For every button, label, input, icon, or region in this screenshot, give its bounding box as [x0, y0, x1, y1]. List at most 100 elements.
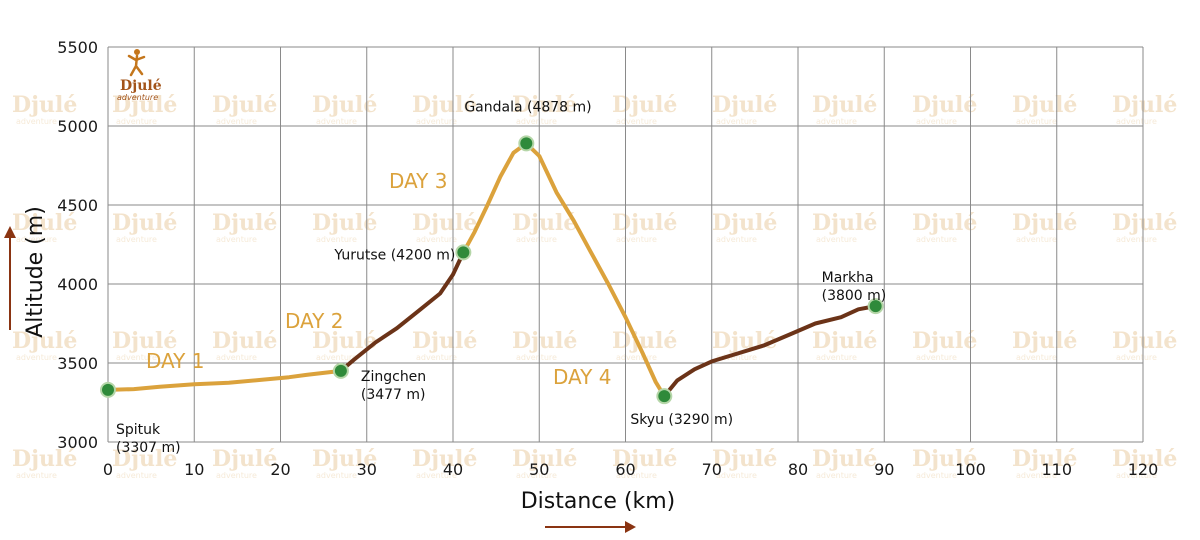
watermark-subtext: adventure — [816, 117, 857, 126]
x-axis-title: Distance (km) — [521, 489, 676, 514]
watermark-subtext: adventure — [1116, 471, 1157, 480]
watermark-text: Djulé — [12, 92, 77, 118]
person-silhouette-icon — [127, 49, 146, 77]
watermark-text: Djulé — [812, 328, 877, 354]
watermark-text: Djulé — [712, 210, 777, 236]
waypoint-label: Zingchen — [361, 369, 426, 385]
route-series — [106, 141, 878, 399]
watermark-text: Djulé — [612, 92, 677, 118]
waypoint-marker — [332, 362, 349, 379]
waypoint-marker — [455, 244, 472, 261]
watermark-subtext: adventure — [816, 471, 857, 480]
watermark-text: Djulé — [712, 446, 777, 472]
watermark-subtext: adventure — [1016, 117, 1057, 126]
watermark-text: Djulé — [712, 92, 777, 118]
watermark-text: Djulé — [112, 328, 177, 354]
watermark-text: Djulé — [812, 210, 877, 236]
waypoint-altitude-label: (3800 m) — [822, 288, 887, 304]
watermark-text: Djulé — [1012, 92, 1077, 118]
watermark-subtext: adventure — [1016, 471, 1057, 480]
watermark-subtext: adventure — [816, 235, 857, 244]
watermark-text: Djulé — [512, 92, 577, 118]
x-tick-label: 80 — [788, 460, 808, 479]
x-tick-label: 20 — [270, 460, 290, 479]
watermark-text: Djulé — [312, 446, 377, 472]
watermark-subtext: adventure — [116, 235, 157, 244]
watermark-subtext: adventure — [416, 117, 457, 126]
watermark-subtext: adventure — [16, 471, 57, 480]
watermark-subtext: adventure — [1116, 117, 1157, 126]
watermark-subtext: adventure — [516, 117, 557, 126]
watermark-subtext: adventure — [316, 117, 357, 126]
waypoint-label: Yurutse (4200 m) — [333, 247, 455, 263]
watermark-subtext: adventure — [916, 235, 957, 244]
waypoints: Spituk (3307 m) Zingchen (3477 m) Yurutse (4… — [100, 99, 887, 456]
watermark-text: Djulé — [312, 210, 377, 236]
y-tick-label: 3500 — [57, 354, 98, 373]
x-tick-label: 50 — [529, 460, 549, 479]
day-label-1: DAY 1 — [146, 349, 204, 373]
watermark-subtext: adventure — [1016, 235, 1057, 244]
x-tick-label: 90 — [874, 460, 894, 479]
brand-logo: Djulé adventure — [117, 49, 162, 102]
watermark-subtext: adventure — [716, 471, 757, 480]
y-tick-label: 5000 — [57, 117, 98, 136]
y-tick-label: 5500 — [57, 38, 98, 57]
watermark-text: Djulé — [412, 328, 477, 354]
watermark-subtext: adventure — [716, 235, 757, 244]
series-line-day-1 — [106, 368, 343, 392]
logo-name: Djulé — [120, 78, 162, 94]
watermark-subtext: adventure — [216, 235, 257, 244]
watermark-text: Djulé — [412, 446, 477, 472]
watermark-subtext: adventure — [116, 117, 157, 126]
watermark-subtext: adventure — [716, 353, 757, 362]
waypoint-label: Gandala (4878 m) — [464, 99, 591, 115]
watermark-text: Djulé — [12, 328, 77, 354]
watermark-text: Djulé — [1112, 446, 1177, 472]
logo-tagline: adventure — [117, 93, 158, 102]
watermark-text: Djulé — [912, 210, 977, 236]
watermark-subtext: adventure — [616, 471, 657, 480]
watermark-text: Djulé — [212, 328, 277, 354]
watermark-subtext: adventure — [16, 353, 57, 362]
waypoint-altitude-label: (3477 m) — [361, 387, 426, 403]
watermark-subtext: adventure — [616, 117, 657, 126]
watermark-subtext: adventure — [816, 353, 857, 362]
watermark-text: Djulé — [1112, 328, 1177, 354]
watermark-subtext: adventure — [616, 353, 657, 362]
day-label-2: DAY 2 — [285, 309, 343, 333]
x-tick-label: 100 — [955, 460, 986, 479]
watermark-text: Djulé — [1112, 210, 1177, 236]
watermark-text: Djulé — [112, 92, 177, 118]
watermark-text: Djulé — [412, 210, 477, 236]
watermark-text: Djulé — [812, 92, 877, 118]
watermark-text: Djulé — [112, 446, 177, 472]
watermark-text: Djulé — [12, 446, 77, 472]
watermark-text: Djulé — [512, 446, 577, 472]
watermark-text: Djulé — [212, 210, 277, 236]
watermark-text: Djulé — [912, 328, 977, 354]
y-tick-label: 4000 — [57, 275, 98, 294]
series-line-day-2 — [338, 250, 466, 373]
x-axis-ticks: 0 10 20 30 40 50 60 70 80 90 100 110 120 — [103, 460, 1158, 479]
watermark-text: Djulé — [1012, 328, 1077, 354]
watermark-text: Djulé — [612, 210, 677, 236]
watermark-subtext: adventure — [316, 471, 357, 480]
y-tick-label: 4500 — [57, 196, 98, 215]
x-tick-label: 40 — [443, 460, 463, 479]
watermark-subtext: adventure — [116, 353, 157, 362]
waypoint-label: Spituk — [116, 422, 161, 438]
watermark-subtext: adventure — [416, 235, 457, 244]
watermark-subtext: adventure — [716, 117, 757, 126]
watermark-subtext: adventure — [916, 353, 957, 362]
watermark-text: Djulé — [1112, 92, 1177, 118]
waypoint-altitude-label: (3307 m) — [116, 440, 181, 456]
watermark-text: Djulé — [212, 446, 277, 472]
watermark-text: Djulé — [512, 210, 577, 236]
series-line-day-3 — [461, 141, 667, 399]
day-labels: DAY 1 DAY 2 DAY 3 DAY 4 — [146, 169, 611, 389]
x-tick-label: 10 — [184, 460, 204, 479]
x-tick-label: 60 — [615, 460, 635, 479]
watermark-text: Djulé — [512, 328, 577, 354]
